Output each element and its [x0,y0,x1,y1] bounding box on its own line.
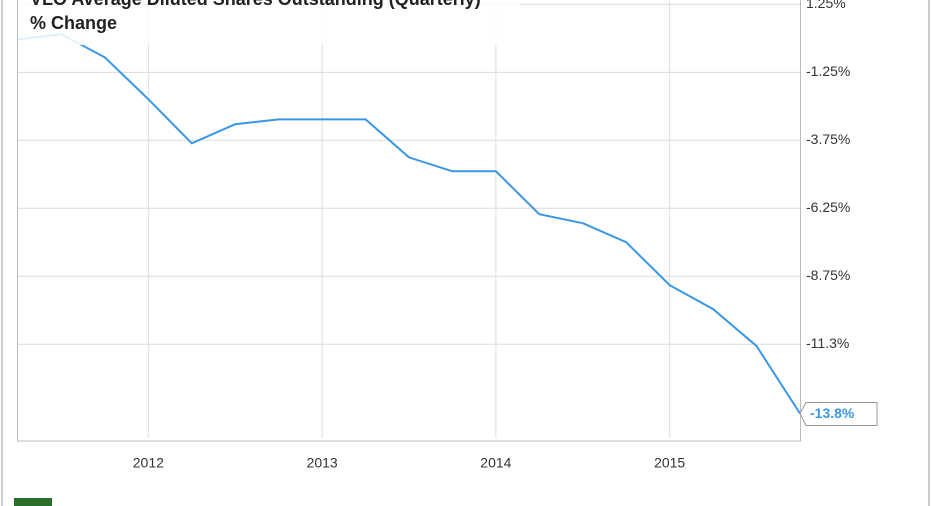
title-box: VLO Average Diluted Shares Outstanding (… [18,0,520,45]
series-line [17,33,801,415]
y-tick-label: -8.75% [806,267,850,283]
plot-frame [17,0,801,442]
x-tick-label: 2013 [307,455,338,471]
grid [18,0,800,438]
y-tick-label: 1.25% [806,0,846,11]
chart-title: VLO Average Diluted Shares Outstanding (… [30,0,481,33]
value-label: -13.8% [810,405,855,421]
logo [14,498,52,506]
y-tick-label: -11.3% [806,335,849,351]
x-tick-label: 2015 [654,455,685,471]
y-tick-label: -6.25% [806,199,850,215]
y-tick-label: -1.25% [806,63,850,79]
value-label-box [799,402,878,427]
x-tick-label: 2012 [133,455,164,471]
x-tick-label: 2014 [480,455,511,471]
y-tick-label: -3.75% [806,131,850,147]
